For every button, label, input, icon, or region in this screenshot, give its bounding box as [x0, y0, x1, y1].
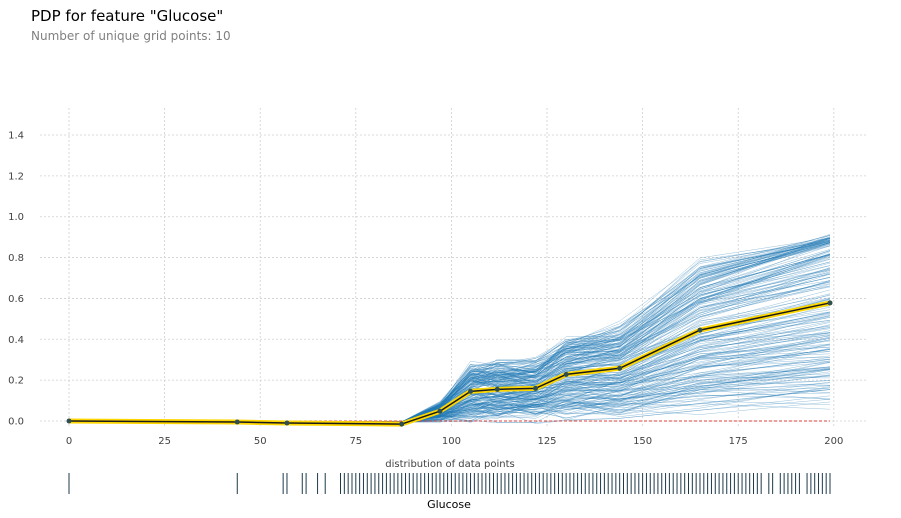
y-tick-label: 0.2 [8, 376, 24, 387]
pdp-point [234, 419, 240, 425]
x-tick-label: 125 [537, 436, 556, 447]
pdp-point [437, 408, 443, 414]
y-tick-label: 1.0 [8, 212, 24, 223]
pdp-point [66, 418, 72, 424]
rug-layer [68, 473, 831, 494]
pdp-line-layer [66, 300, 833, 427]
pdp-point [494, 386, 500, 392]
y-tick-label: 0.4 [8, 335, 24, 346]
x-tick-label: 75 [349, 436, 362, 447]
pdp-line [68, 302, 831, 425]
x-tick-label: 50 [254, 436, 267, 447]
pdp-point [827, 300, 833, 306]
x-tick-label: 0 [66, 436, 72, 447]
y-tick-label: 0.0 [8, 417, 24, 428]
y-tick-label: 1.4 [8, 131, 24, 142]
ice-line [68, 357, 831, 423]
ice-line [68, 281, 831, 422]
pdp-point [399, 421, 405, 427]
pdp-point [468, 388, 474, 394]
pdp-point [697, 327, 703, 333]
chart-title: PDP for feature "Glucose" [31, 7, 224, 25]
x-tick-label: 175 [729, 436, 748, 447]
tick-labels-layer: 0 25 50 75 100 125 150 175 200 0.0 0.2 0.4 0.6 0.8 1.0… [8, 131, 843, 448]
pdp-point [284, 420, 290, 426]
x-tick-label: 200 [824, 436, 843, 447]
x-tick-label: 150 [633, 436, 652, 447]
x-tick-label: 100 [442, 436, 461, 447]
pdp-point [563, 371, 569, 377]
x-axis-label: Glucose [427, 498, 471, 511]
distribution-label: distribution of data points [385, 459, 514, 470]
y-tick-label: 1.2 [8, 171, 24, 182]
pdp-point [617, 365, 623, 371]
y-tick-label: 0.8 [8, 253, 24, 264]
pdp-point [533, 385, 539, 391]
y-tick-label: 0.6 [8, 294, 24, 305]
x-tick-label: 25 [158, 436, 171, 447]
chart-subtitle: Number of unique grid points: 10 [31, 29, 231, 43]
